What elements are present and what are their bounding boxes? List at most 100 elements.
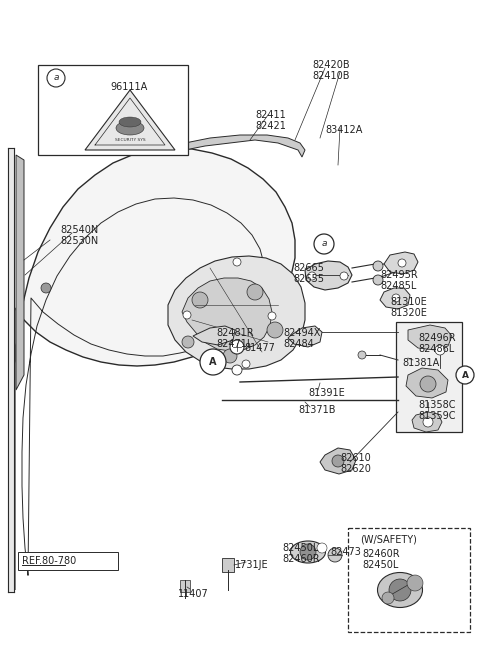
Circle shape (392, 294, 400, 302)
Text: a: a (321, 240, 327, 248)
Text: 81391E: 81391E (308, 388, 345, 398)
Text: 82484: 82484 (283, 339, 314, 349)
Circle shape (192, 292, 208, 308)
Circle shape (41, 283, 51, 293)
Text: SECURITY SYS: SECURITY SYS (115, 138, 145, 142)
Circle shape (423, 417, 433, 427)
Polygon shape (380, 288, 410, 309)
Bar (222, 558, 234, 572)
Polygon shape (412, 412, 442, 432)
Ellipse shape (119, 117, 141, 127)
Text: 81381A: 81381A (402, 358, 439, 368)
Text: 82410B: 82410B (312, 71, 349, 81)
Text: 81320E: 81320E (390, 308, 427, 318)
Circle shape (435, 345, 445, 355)
Circle shape (314, 234, 334, 254)
Text: 82450L: 82450L (362, 560, 398, 570)
Text: A: A (461, 371, 468, 380)
Circle shape (242, 360, 250, 368)
Circle shape (268, 312, 276, 320)
Circle shape (200, 349, 226, 375)
Text: 82665: 82665 (293, 263, 324, 273)
Text: 96111A: 96111A (110, 82, 147, 92)
Polygon shape (384, 252, 418, 274)
Text: A: A (209, 357, 217, 367)
Text: 82481R: 82481R (216, 328, 253, 338)
Circle shape (182, 336, 194, 348)
Circle shape (267, 322, 283, 338)
Text: REF.80-780: REF.80-780 (22, 556, 76, 566)
Circle shape (456, 366, 474, 384)
Polygon shape (305, 261, 352, 290)
Text: 82610: 82610 (340, 453, 371, 463)
Ellipse shape (116, 121, 144, 135)
Polygon shape (9, 148, 295, 590)
Text: 81359C: 81359C (418, 411, 456, 421)
Polygon shape (16, 155, 24, 390)
Polygon shape (168, 135, 305, 157)
Text: 82420B: 82420B (312, 60, 349, 70)
Text: 82655: 82655 (293, 274, 324, 284)
Text: 81358C: 81358C (418, 400, 456, 410)
Text: 82473: 82473 (330, 547, 361, 557)
Text: 11407: 11407 (178, 589, 209, 599)
Text: 82540N: 82540N (60, 225, 98, 235)
Polygon shape (408, 325, 452, 350)
Text: 82411: 82411 (255, 110, 286, 120)
Circle shape (373, 275, 383, 285)
Text: 82530N: 82530N (60, 236, 98, 246)
Circle shape (332, 455, 344, 467)
Text: 82485L: 82485L (380, 281, 416, 291)
Circle shape (183, 311, 191, 319)
Bar (18, 552, 118, 570)
Text: a: a (53, 74, 59, 83)
Text: 1731JE: 1731JE (235, 560, 269, 570)
Circle shape (398, 259, 406, 267)
Polygon shape (406, 368, 448, 398)
Text: 83412A: 83412A (325, 125, 362, 135)
Text: 82460R: 82460R (362, 549, 400, 559)
Bar (38, 65, 188, 155)
Circle shape (358, 351, 366, 359)
Text: 81477: 81477 (244, 343, 275, 353)
Text: (W/SAFETY): (W/SAFETY) (360, 535, 417, 545)
Polygon shape (8, 148, 14, 592)
Polygon shape (288, 326, 322, 347)
Text: 82471L: 82471L (216, 339, 252, 349)
Circle shape (317, 543, 327, 553)
Circle shape (373, 261, 383, 271)
Circle shape (223, 349, 237, 363)
Circle shape (247, 284, 263, 300)
Bar (348, 528, 470, 632)
Circle shape (233, 258, 241, 266)
Text: 82450L: 82450L (282, 543, 318, 553)
Bar (396, 322, 462, 432)
Circle shape (382, 592, 394, 604)
Circle shape (340, 272, 348, 280)
Circle shape (389, 579, 411, 601)
Text: 82460R: 82460R (282, 554, 320, 564)
Circle shape (232, 365, 242, 375)
Text: 81310E: 81310E (390, 297, 427, 307)
Polygon shape (182, 278, 272, 351)
Text: 82495R: 82495R (380, 270, 418, 280)
Polygon shape (168, 256, 305, 369)
Text: 82494X: 82494X (283, 328, 320, 338)
Polygon shape (193, 326, 235, 345)
Bar (180, 580, 190, 592)
Text: 82496R: 82496R (418, 333, 456, 343)
Circle shape (300, 544, 316, 560)
Text: 81371B: 81371B (298, 405, 336, 415)
Text: 82620: 82620 (340, 464, 371, 474)
Polygon shape (320, 448, 356, 474)
Text: 82421: 82421 (255, 121, 286, 131)
Circle shape (407, 575, 423, 591)
Ellipse shape (377, 572, 422, 608)
Circle shape (420, 376, 436, 392)
Circle shape (47, 69, 65, 87)
Circle shape (230, 340, 244, 354)
Text: 82486L: 82486L (418, 344, 454, 354)
Polygon shape (85, 90, 175, 150)
Ellipse shape (290, 541, 325, 563)
Circle shape (308, 272, 316, 280)
